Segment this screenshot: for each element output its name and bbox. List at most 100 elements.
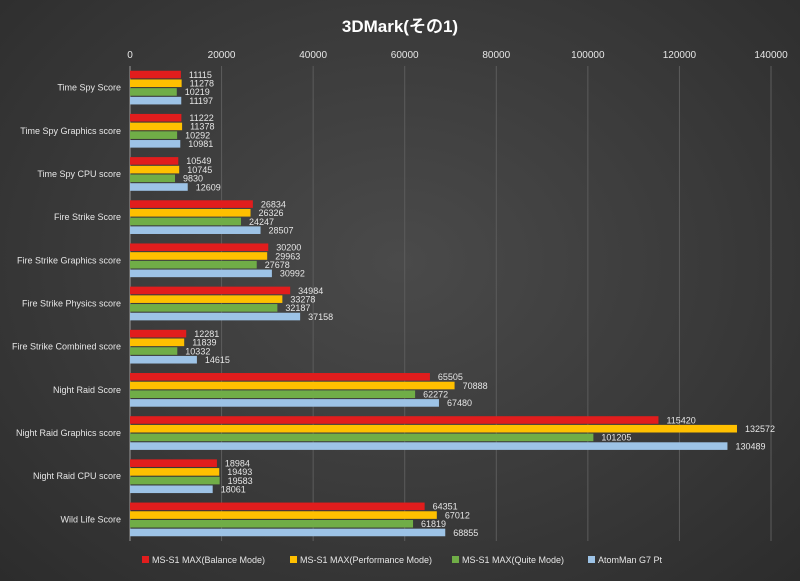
data-label: 130489	[735, 441, 765, 451]
data-label: 61819	[421, 519, 446, 529]
bar	[130, 424, 737, 433]
data-label: 27678	[265, 260, 290, 270]
bar	[130, 304, 278, 312]
bar	[130, 459, 217, 467]
x-tick-label: 0	[127, 50, 133, 61]
data-label: 10549	[186, 156, 211, 166]
category-label: Wild Life Score	[60, 514, 121, 524]
gridlines	[129, 66, 772, 541]
bar	[130, 373, 430, 381]
bar	[130, 79, 182, 88]
category-label: Time Spy Graphics score	[20, 126, 121, 136]
data-label: 10332	[185, 346, 210, 356]
category-label: Night Raid Graphics score	[16, 428, 121, 438]
bar	[130, 502, 425, 511]
data-label: 9830	[183, 174, 203, 184]
legend: MS-S1 MAX(Balance Mode) MS-S1 MAX(Perform…	[142, 555, 663, 565]
x-tick-label: 60000	[391, 50, 419, 61]
data-label: 12609	[196, 182, 221, 192]
bar	[130, 338, 185, 347]
bar	[130, 468, 220, 476]
data-label: 11278	[190, 79, 214, 89]
bar	[130, 260, 257, 269]
bar	[130, 399, 439, 407]
data-label: 26834	[261, 199, 286, 209]
bar	[130, 269, 272, 278]
bar	[130, 252, 268, 260]
bar	[130, 347, 178, 355]
category-label: Time Spy Score	[57, 83, 121, 93]
bar	[130, 433, 594, 442]
category-label: Night Raid Score	[53, 385, 121, 395]
category-label: Night Raid CPU score	[33, 471, 121, 481]
data-label: 67480	[447, 398, 472, 408]
data-label: 64351	[433, 502, 458, 512]
data-label: 37158	[308, 312, 333, 322]
legend-label: MS-S1 MAX(Balance Mode)	[152, 555, 265, 565]
data-label: 70888	[463, 381, 488, 391]
bar	[130, 528, 446, 537]
legend-swatch	[290, 556, 297, 563]
x-tick-label: 120000	[663, 50, 697, 61]
bar	[130, 476, 220, 485]
data-label: 62272	[423, 390, 448, 400]
bar	[130, 200, 253, 208]
bar	[130, 157, 179, 165]
data-label: 10292	[185, 130, 210, 140]
data-label: 29963	[275, 251, 300, 261]
category-label: Fire Strike Graphics score	[17, 255, 121, 265]
legend-swatch	[142, 556, 149, 563]
bar	[130, 519, 414, 528]
bar	[130, 511, 437, 519]
x-tick-label: 100000	[571, 50, 605, 61]
data-label: 65505	[438, 372, 463, 382]
x-tick-label: 140000	[754, 50, 788, 61]
category-label: Fire Strike Physics score	[22, 299, 121, 309]
bar	[130, 312, 301, 321]
data-label: 132572	[745, 424, 775, 434]
bar	[130, 226, 261, 234]
bar	[130, 381, 455, 390]
legend-swatch	[588, 556, 595, 563]
data-label: 10745	[187, 165, 212, 175]
data-label: 24247	[249, 217, 274, 227]
data-label: 12281	[194, 329, 219, 339]
data-label: 10219	[185, 87, 210, 97]
data-label: 101205	[601, 433, 631, 443]
category-label: Fire Strike Combined score	[12, 342, 121, 352]
data-label: 11115	[189, 70, 212, 80]
data-label: 19493	[227, 467, 252, 477]
data-label: 10981	[188, 139, 213, 149]
bar	[130, 485, 213, 494]
category-label: Fire Strike Score	[54, 212, 121, 222]
data-label: 68855	[453, 528, 478, 538]
data-label: 14615	[205, 355, 230, 365]
bar	[130, 131, 178, 139]
chart-title: 3DMark(その1)	[342, 17, 458, 36]
data-label: 11222	[189, 113, 213, 123]
data-label: 115420	[666, 415, 695, 425]
x-tick-label: 80000	[482, 50, 510, 61]
data-label: 11197	[189, 96, 213, 106]
data-label: 18061	[221, 485, 246, 495]
bar	[130, 217, 242, 226]
bar	[130, 243, 269, 252]
data-label: 67012	[445, 510, 470, 520]
bar	[130, 122, 183, 131]
bar	[130, 96, 182, 105]
x-axis-ticks: 0 20000 40000 60000 80000 100000 120000 140000	[127, 50, 788, 61]
data-label: 28507	[269, 225, 294, 235]
data-label: 18984	[225, 458, 250, 468]
bar	[130, 183, 188, 191]
legend-swatch	[452, 556, 459, 563]
category-labels: Time Spy Score Time Spy Graphics score Tim…	[12, 83, 121, 525]
data-label: 32187	[285, 303, 310, 313]
data-label: 34984	[298, 286, 323, 296]
bar	[130, 442, 728, 450]
data-label: 30200	[276, 243, 301, 253]
legend-label: MS-S1 MAX(Performance Mode)	[300, 555, 432, 565]
data-label: 11378	[190, 122, 214, 132]
bars	[130, 70, 737, 537]
